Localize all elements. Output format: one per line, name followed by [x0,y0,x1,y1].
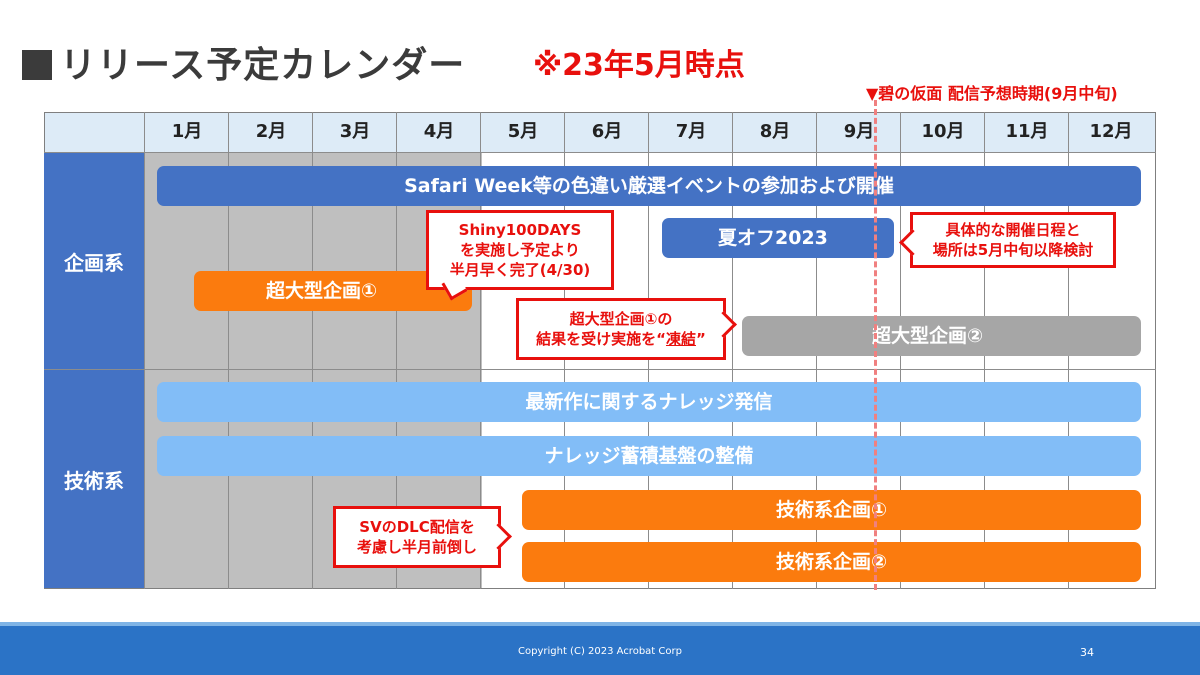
callout-line: Shiny100DAYS [458,221,582,239]
release-marker-line [874,100,877,590]
bar-tech-project-1: 技術系企画① [522,490,1141,530]
bar-safari-week: Safari Week等の色違い厳選イベントの参加および開催 [157,166,1141,206]
callout-line: 場所は5月中旬以降検討 [932,241,1094,259]
bar-summer-offline: 夏オフ2023 [662,218,894,258]
footer-strip [0,622,1200,627]
callout-line: SVのDLC配信を [359,518,475,536]
callout-line: 考慮し半月前倒し [356,538,477,556]
grid-line [480,112,481,589]
calendar-header [44,112,1156,152]
callout-emphasis: 凍結 [665,330,696,348]
page-title-text: リリース予定カレンダー [60,45,466,86]
callout-shiny100days: Shiny100DAYS を実施し予定より 半月早く完了(4/30) [426,210,614,301]
grid-line [312,112,313,589]
month-10: 10月 [921,121,965,142]
callout-dlc: SVのDLC配信を 考慮し半月前倒し [333,506,512,568]
grid-line [44,369,1156,370]
bar-mega-project-1: 超大型企画① [194,271,472,311]
callout-line: 超大型企画①の [569,310,673,328]
month-4: 4月 [423,121,455,142]
month-9: 9月 [843,121,875,142]
month-11: 11月 [1005,121,1049,142]
grid-line [228,112,229,589]
as-of-note: ※23年5月時点 [533,48,745,83]
callout-text: ” [696,330,706,348]
category-planning: 企画系 [44,153,144,369]
category-technical: 技術系 [44,370,144,588]
copyright: Copyright (C) 2023 Acrobat Corp [518,646,682,657]
release-marker-label: ▼碧の仮面 配信予想時期(9月中旬) [866,84,1118,103]
month-3: 3月 [339,121,371,142]
bar-mega-project-2: 超大型企画② [742,316,1141,356]
grid-line [732,112,733,589]
month-12: 12月 [1089,121,1133,142]
callout-line: を実施し予定より [460,241,580,259]
month-1: 1月 [171,121,203,142]
callout-line: 具体的な開催日程と [945,221,1081,239]
grid-line [144,112,145,589]
month-6: 6月 [591,121,623,142]
bar-knowledge-base: ナレッジ蓄積基盤の整備 [157,436,1141,476]
month-8: 8月 [759,121,791,142]
callout-text: 結果を受け実施を“ [536,330,666,348]
footer [0,626,1200,675]
grid-line [44,152,1156,153]
callout-line: 結果を受け実施を“凍結” [519,329,723,349]
grid-line [396,112,397,589]
bar-knowledge-send: 最新作に関するナレッジ発信 [157,382,1141,422]
page-title: リリース予定カレンダー [22,36,465,88]
callout-offline-schedule: 具体的な開催日程と 場所は5月中旬以降検討 [899,212,1116,268]
page-number: 34 [1080,646,1094,659]
month-2: 2月 [255,121,287,142]
callout-line: 半月早く完了(4/30) [449,261,591,279]
square-bullet-icon [22,50,52,80]
bar-tech-project-2: 技術系企画② [522,542,1141,582]
callout-freeze: 超大型企画①の 結果を受け実施を“凍結” [516,298,737,360]
month-5: 5月 [507,121,539,142]
month-7: 7月 [675,121,707,142]
